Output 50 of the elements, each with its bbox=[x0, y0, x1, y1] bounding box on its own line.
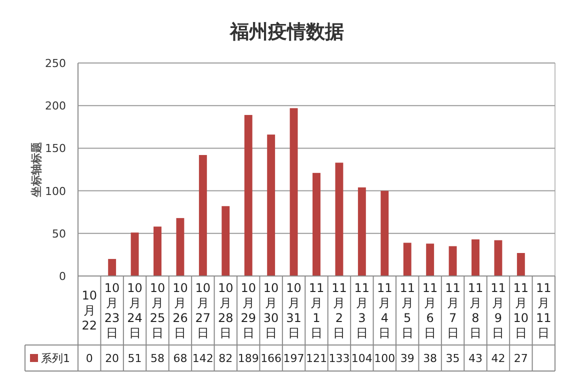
y-tick-label: 0 bbox=[59, 270, 66, 283]
y-tick-label: 200 bbox=[45, 100, 66, 113]
y-tick-label: 150 bbox=[45, 142, 66, 156]
data-label: 133 bbox=[328, 352, 350, 365]
data-label: 42 bbox=[491, 352, 506, 365]
data-label: 39 bbox=[400, 352, 414, 365]
x-tick-label: 11月3日 bbox=[354, 281, 370, 340]
x-tick-label: 10月23日 bbox=[104, 281, 120, 340]
data-label: 43 bbox=[468, 352, 482, 365]
x-tick-label: 10月25日 bbox=[150, 281, 166, 340]
x-tick-label: 10月27日 bbox=[195, 281, 211, 340]
x-tick-label: 11月8日 bbox=[468, 281, 484, 340]
data-label: 38 bbox=[423, 352, 438, 365]
x-tick-label: 11月7日 bbox=[445, 281, 460, 340]
x-tick-label: 11月10日 bbox=[513, 281, 529, 340]
legend-label: 系列1 bbox=[41, 352, 70, 365]
x-tick-label: 11月2日 bbox=[332, 281, 347, 340]
x-tick-label: 10月24日 bbox=[127, 281, 142, 340]
y-tick-label: 50 bbox=[52, 227, 66, 240]
data-label: 0 bbox=[86, 352, 93, 365]
y-axis-title: 坐标轴标题 bbox=[30, 142, 43, 198]
data-label: 121 bbox=[306, 352, 327, 365]
data-label: 104 bbox=[351, 352, 372, 365]
x-tick-label: 11月1日 bbox=[308, 281, 324, 340]
x-tick-label: 11月11日 bbox=[536, 281, 552, 340]
x-tick-label: 10月30日 bbox=[263, 281, 279, 340]
data-label: 100 bbox=[374, 352, 396, 365]
x-tick-label: 10月31日 bbox=[286, 281, 302, 340]
data-label: 197 bbox=[283, 352, 304, 365]
x-tick-label: 10月22 bbox=[82, 288, 97, 332]
x-tick-label: 11月4日 bbox=[377, 281, 392, 340]
chart-title: 福州疫情数据 bbox=[229, 21, 344, 43]
x-tick-label: 11月5日 bbox=[400, 281, 415, 340]
data-label: 166 bbox=[260, 352, 282, 365]
data-label: 20 bbox=[105, 352, 120, 365]
data-label: 82 bbox=[218, 352, 233, 365]
data-label: 189 bbox=[238, 352, 259, 365]
x-tick-label: 11月6日 bbox=[422, 281, 438, 340]
x-tick-label: 10月29日 bbox=[240, 281, 256, 340]
y-tick-label: 250 bbox=[45, 57, 66, 70]
data-label: 58 bbox=[150, 352, 164, 365]
x-tick-label: 11月9日 bbox=[490, 281, 506, 340]
data-label: 51 bbox=[128, 352, 142, 365]
data-label: 27 bbox=[514, 352, 528, 365]
x-tick-label: 10月26日 bbox=[172, 281, 188, 340]
data-label: 142 bbox=[192, 352, 214, 365]
y-tick-label: 100 bbox=[45, 184, 66, 198]
x-tick-label: 10月28日 bbox=[218, 281, 234, 340]
data-label: 68 bbox=[173, 352, 188, 365]
data-label: 35 bbox=[446, 352, 460, 365]
